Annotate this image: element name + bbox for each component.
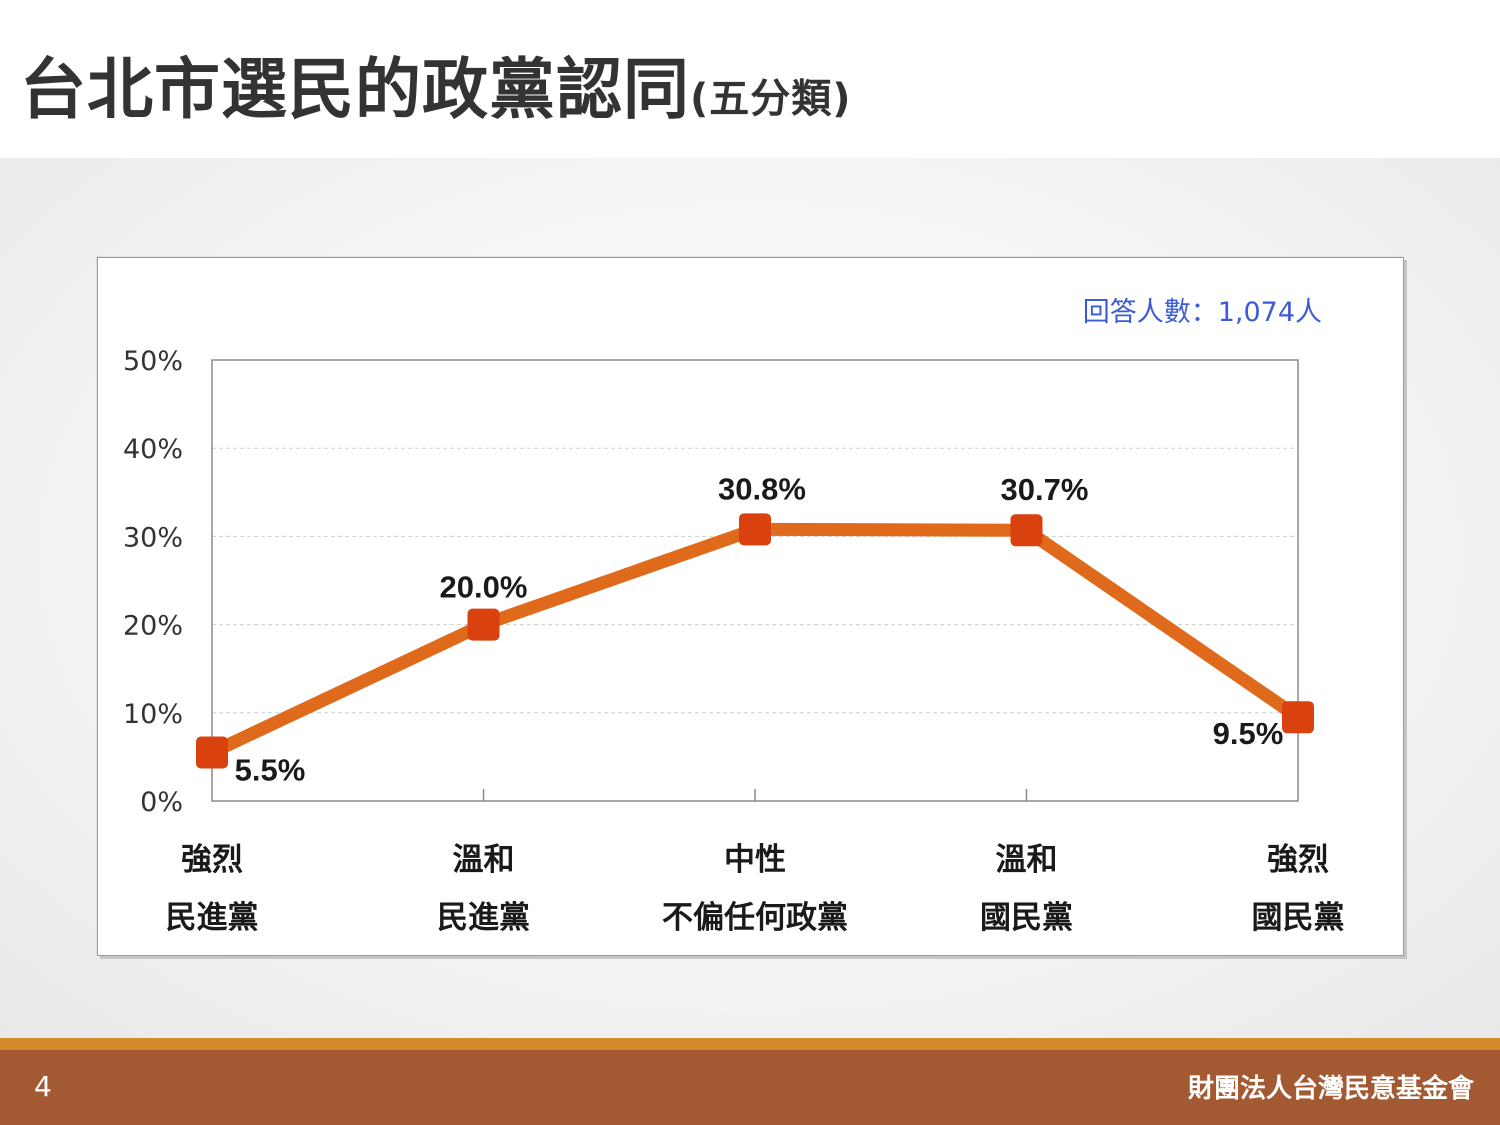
chart-frame (97, 257, 1404, 956)
x-category-label: 溫和 (996, 842, 1058, 878)
y-tick-label: 30% (123, 522, 183, 553)
slide-title-sub: (五分類) (690, 76, 852, 122)
data-point-marker (1010, 514, 1043, 547)
respondent-count-note: 回答人數：1,074人 (1083, 297, 1322, 328)
data-point-marker (1282, 701, 1314, 734)
x-category-label: 民進黨 (437, 900, 530, 936)
data-label: 30.7% (1001, 472, 1089, 507)
x-category-label: 民進黨 (166, 900, 259, 936)
data-point-marker (467, 608, 500, 641)
data-label: 20.0% (440, 570, 528, 605)
data-point-marker (739, 513, 771, 546)
y-tick-label: 10% (123, 699, 183, 730)
y-tick-label: 0% (140, 787, 183, 818)
x-category-label: 國民黨 (980, 900, 1073, 936)
data-label: 5.5% (235, 752, 306, 787)
footer-bar (0, 1050, 1500, 1125)
data-point-marker (196, 736, 228, 769)
x-category-label: 強烈 (181, 842, 243, 878)
plot-area-border (211, 359, 1299, 802)
data-label: 30.8% (718, 471, 806, 506)
x-category-label: 不偏任何政黨 (662, 900, 848, 936)
y-tick-label: 40% (123, 434, 183, 465)
organization-name: 財團法人台灣民意基金會 (1187, 1074, 1474, 1104)
x-category-label: 中性 (724, 842, 786, 878)
y-tick-label: 50% (123, 346, 183, 377)
series-line (209, 522, 1302, 759)
x-category-label: 強烈 (1267, 842, 1329, 878)
page-number: 4 (34, 1070, 52, 1103)
x-category-label: 溫和 (453, 842, 515, 878)
slide-title: 台北市選民的政黨認同(五分類) (20, 36, 852, 132)
footer-accent-line (0, 1038, 1500, 1050)
y-tick-label: 20% (123, 611, 183, 642)
slide-title-main: 台北市選民的政黨認同 (20, 51, 690, 128)
title-bar: 台北市選民的政黨認同(五分類) (0, 0, 1500, 158)
data-label: 9.5% (1213, 716, 1284, 751)
x-category-label: 國民黨 (1252, 900, 1345, 936)
